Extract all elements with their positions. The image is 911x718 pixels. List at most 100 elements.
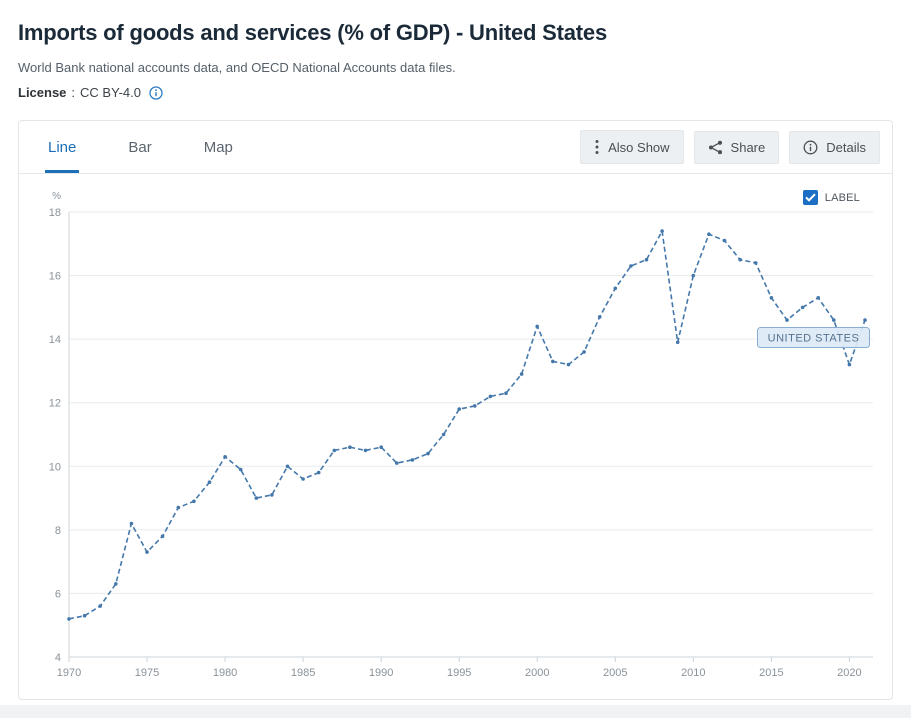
data-point[interactable] — [160, 534, 165, 538]
series-label-text: UNITED STATES — [768, 333, 860, 345]
data-point[interactable] — [82, 613, 87, 618]
data-point[interactable] — [566, 362, 571, 367]
view-tabs: Line Bar Map — [45, 121, 282, 173]
x-tick-label: 1985 — [291, 667, 315, 679]
y-tick-label: 4 — [55, 652, 61, 664]
data-point[interactable] — [660, 229, 664, 233]
chart-card: Line Bar Map Also Show — [18, 120, 893, 700]
data-point[interactable] — [67, 617, 71, 621]
tab-bar[interactable]: Bar — [128, 139, 152, 156]
data-point[interactable] — [207, 480, 212, 485]
data-point[interactable] — [363, 448, 368, 453]
tab-map[interactable]: Map — [203, 139, 233, 156]
data-point[interactable] — [473, 404, 477, 408]
x-tick-label: 1970 — [57, 667, 81, 679]
line-chart-canvas[interactable]: 4 6 8 10 12 14 16 18% 1970 1975 1980 1985 1990 1995 20… — [25, 182, 885, 702]
data-point[interactable] — [629, 264, 633, 268]
data-point[interactable] — [644, 257, 649, 262]
tab-toolbar-row: Line Bar Map Also Show — [19, 121, 892, 174]
data-point[interactable] — [613, 286, 618, 291]
ellipsis-vertical-icon — [594, 139, 600, 155]
data-point[interactable] — [192, 499, 196, 504]
label-checkbox[interactable] — [802, 190, 818, 205]
data-point[interactable] — [223, 455, 227, 459]
chart-actions: Also Show Share — [580, 121, 880, 173]
data-point[interactable] — [519, 372, 524, 376]
x-tick-label: 2010 — [681, 667, 705, 679]
x-tick-label: 1980 — [213, 667, 237, 679]
series-line[interactable] — [68, 230, 866, 620]
data-point[interactable] — [441, 432, 446, 437]
data-point[interactable] — [238, 467, 243, 472]
data-point[interactable] — [675, 340, 680, 345]
also-show-label: Also Show — [608, 139, 670, 155]
license-label: License — [18, 85, 67, 100]
data-point[interactable] — [488, 394, 493, 399]
details-button[interactable]: Details — [789, 130, 880, 164]
data-point[interactable] — [707, 232, 711, 236]
data-point[interactable] — [691, 273, 696, 278]
data-point[interactable] — [800, 305, 805, 310]
data-point[interactable] — [753, 261, 758, 265]
y-tick-label: 12 — [49, 398, 61, 410]
x-tick-label: 2000 — [525, 667, 549, 679]
license-row: License : CC BY-4.0 — [18, 85, 891, 100]
info-icon — [803, 140, 818, 155]
x-tick-label: 2020 — [837, 667, 861, 679]
data-point[interactable] — [332, 448, 337, 453]
data-point[interactable] — [285, 464, 290, 469]
data-point[interactable] — [129, 521, 134, 526]
data-point[interactable] — [722, 238, 727, 243]
data-point[interactable] — [847, 362, 852, 367]
data-point[interactable] — [785, 318, 789, 322]
chart-area: 4 6 8 10 12 14 16 18% 1970 1975 1980 1985 1990 1995 20… — [19, 174, 892, 702]
data-point[interactable] — [410, 458, 415, 462]
x-tick-label: 2005 — [603, 667, 627, 679]
data-point[interactable] — [379, 445, 384, 450]
data-point[interactable] — [98, 604, 102, 608]
check-icon — [805, 193, 816, 202]
data-point[interactable] — [457, 407, 462, 411]
y-tick-label: 6 — [55, 588, 61, 600]
source-note: World Bank national accounts data, and O… — [18, 60, 456, 75]
data-point[interactable] — [738, 257, 742, 262]
data-point[interactable] — [176, 505, 181, 510]
data-point[interactable] — [535, 324, 539, 329]
data-point[interactable] — [114, 582, 118, 586]
x-tick-label: 1975 — [135, 667, 159, 679]
also-show-button[interactable]: Also Show — [580, 130, 684, 164]
share-button[interactable]: Share — [693, 130, 780, 164]
x-tick-label: 2015 — [759, 667, 783, 679]
share-label: Share — [730, 139, 766, 155]
data-point[interactable] — [348, 445, 352, 450]
share-icon — [708, 140, 723, 155]
data-point[interactable] — [863, 318, 867, 322]
data-point[interactable] — [582, 350, 586, 354]
label-toggle[interactable]: LABEL — [802, 190, 860, 205]
license-separator: : — [71, 85, 76, 100]
license-value: CC BY-4.0 — [80, 85, 141, 100]
series-label-box — [756, 327, 870, 349]
y-tick-label: 18 — [49, 207, 61, 219]
data-point[interactable] — [551, 359, 555, 364]
y-tick-label: 16 — [49, 271, 61, 283]
data-point[interactable] — [769, 296, 774, 300]
data-point[interactable] — [504, 391, 508, 395]
data-point[interactable] — [301, 477, 305, 481]
series-label: UNITED STATES — [756, 327, 870, 349]
data-point[interactable] — [816, 296, 820, 300]
y-tick-label: 10 — [49, 461, 61, 473]
data-point[interactable] — [145, 550, 149, 554]
data-point[interactable] — [270, 493, 274, 497]
data-point[interactable] — [395, 461, 399, 465]
data-point[interactable] — [832, 318, 836, 322]
data-point[interactable] — [254, 496, 259, 500]
license-info-icon[interactable] — [149, 85, 163, 100]
data-point[interactable] — [426, 451, 430, 456]
y-tick-label: 14 — [49, 334, 61, 346]
tab-line[interactable]: Line — [45, 121, 80, 173]
data-point[interactable] — [597, 315, 602, 319]
label-toggle-text: LABEL — [824, 191, 860, 204]
x-tick-label: 1995 — [447, 667, 471, 679]
data-point[interactable] — [316, 470, 321, 475]
